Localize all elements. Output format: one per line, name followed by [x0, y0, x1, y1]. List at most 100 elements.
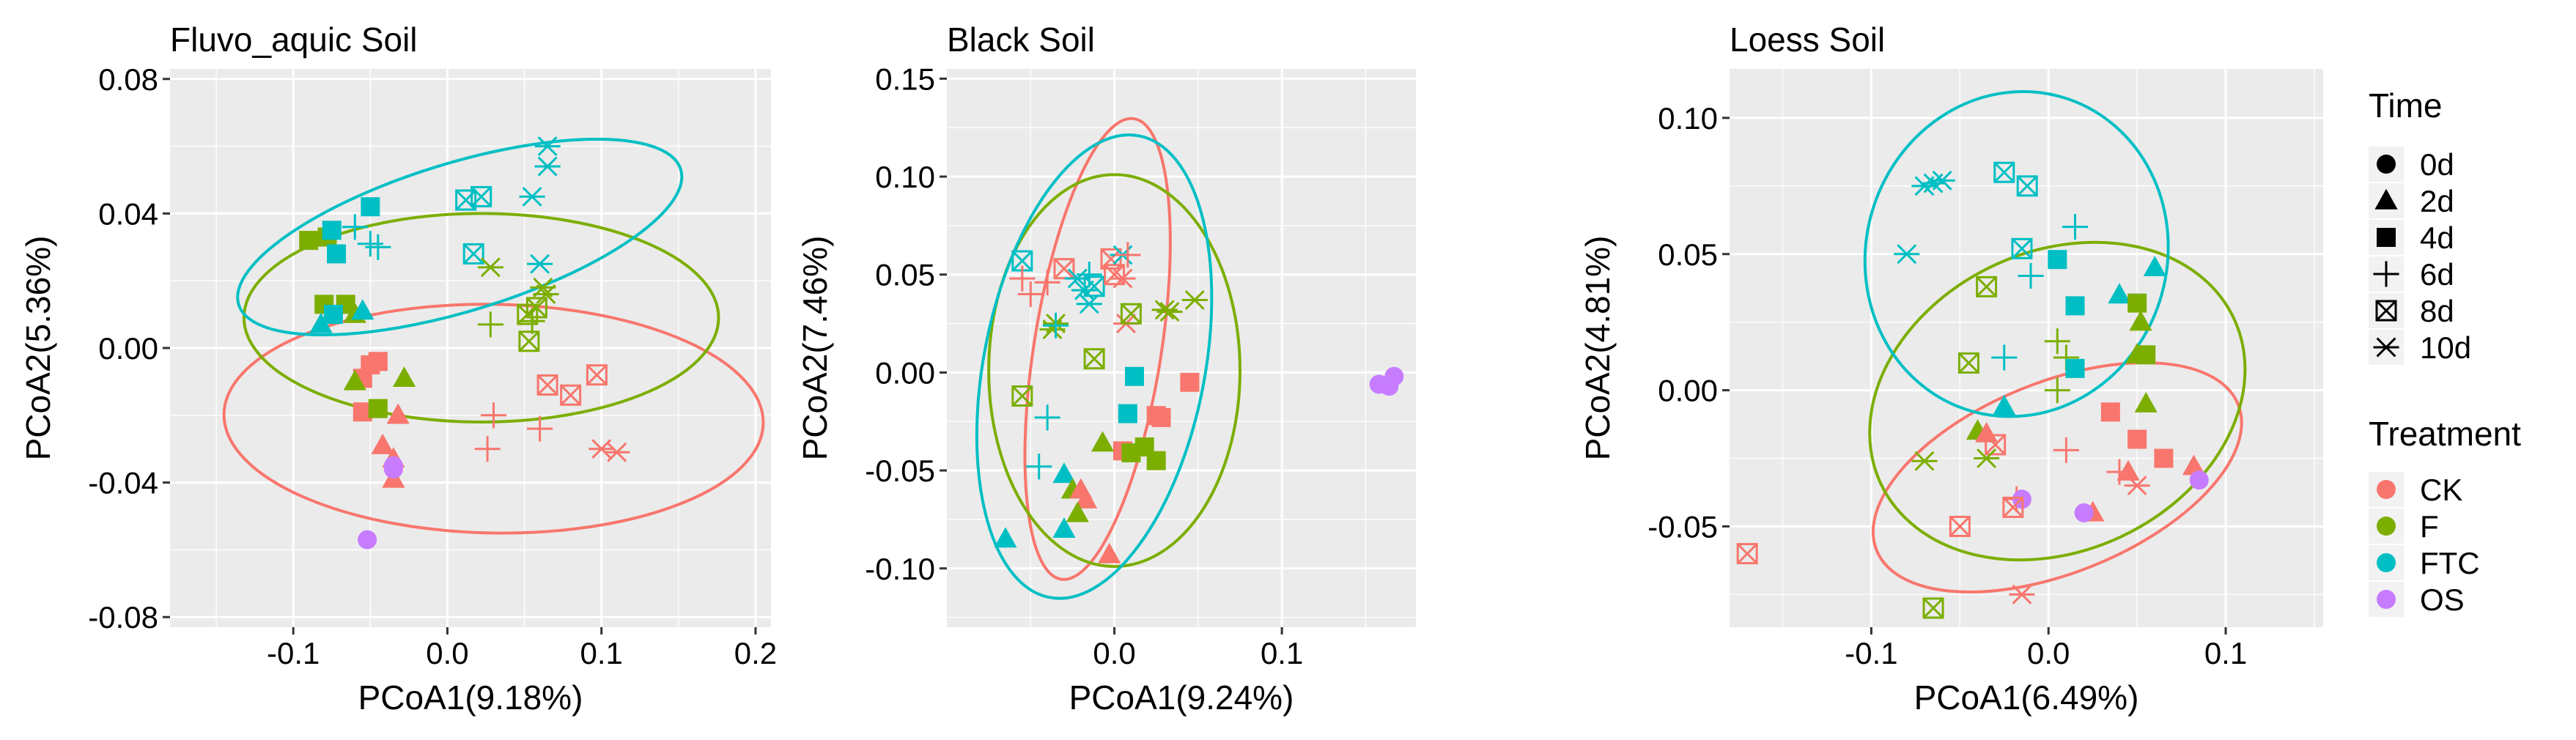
confidence-ellipses [222, 137, 765, 535]
point-f-10d [477, 257, 503, 278]
panel-fluvo-aquic-soil: -0.1 0.0 0.1 0.2 -0.08 -0.04 0.00 0.04 0.08 Fluvo… [19, 21, 777, 717]
x-tick-label: -0.1 [267, 636, 320, 670]
minor-grid [947, 69, 1416, 627]
point-f-8d [1011, 385, 1033, 407]
point-ftc-4d [2065, 296, 2085, 316]
point-f-10d [1039, 319, 1066, 340]
point-f-2d [2134, 391, 2158, 412]
point-f-10d [533, 284, 559, 305]
y-axis-label: PCoA2(5.36%) [19, 236, 57, 461]
confidence-ellipses [1863, 90, 2247, 594]
points [994, 242, 1404, 563]
point-f-2d [1066, 501, 1089, 522]
plot-background [947, 69, 1416, 627]
y-tick-label: -0.05 [1647, 509, 1718, 544]
y-tick-label: 0.10 [1658, 101, 1718, 136]
legend-dot-ck [2377, 480, 2396, 499]
point-ftc-10d [534, 136, 561, 157]
y-tick-label: -0.10 [865, 552, 935, 586]
legend-title-time: Time [2369, 86, 2443, 125]
point-f-4d [2136, 345, 2156, 365]
legend-shape-6d [2373, 261, 2399, 287]
panel-title: Fluvo_aquic Soil [170, 21, 418, 59]
x-tick-label: 0.1 [1261, 636, 1303, 670]
point-ftc-10d [1929, 170, 1955, 190]
point-ftc-4d [327, 244, 347, 264]
confidence-ellipses [975, 116, 1241, 600]
point-ftc-6d [2062, 214, 2089, 240]
point-ck-2d [1098, 542, 1121, 563]
point-ftc-8d [1993, 161, 2015, 183]
point-ftc-6d [2018, 262, 2044, 289]
point-f-10d [1181, 290, 1208, 310]
panel-black-soil: 0.0 0.1 -0.10 -0.05 0.00 0.05 0.10 0.15 Black So… [796, 21, 1416, 717]
points [299, 136, 630, 550]
point-ck-4d [2127, 429, 2147, 449]
point-ck-6d [2106, 459, 2133, 485]
y-tick-label: -0.05 [865, 454, 935, 488]
ellipse-ftc [1863, 90, 2170, 418]
point-f-6d [519, 308, 545, 334]
point-ck-2d [1974, 421, 1999, 443]
point-f-8d [518, 330, 540, 352]
point-ftc-6d [1026, 454, 1052, 480]
point-f-4d [299, 231, 319, 251]
point-ck-8d [1736, 543, 1758, 565]
point-ftc-8d [2011, 237, 2033, 259]
point-ck-6d [2053, 437, 2079, 463]
point-os-0d [2074, 503, 2094, 522]
point-ck-6d [527, 415, 553, 442]
point-ftc-8d [462, 243, 484, 264]
point-ftc-6d [1991, 344, 2018, 371]
point-ck-10d [2124, 476, 2150, 496]
y-axis-label: PCoA2(4.81%) [1579, 236, 1617, 461]
point-os-0d [2189, 470, 2209, 490]
legend-dot-ftc [2377, 553, 2396, 572]
point-f-8d [1976, 275, 1998, 297]
point-f-8d [1083, 348, 1105, 370]
point-ck-4d [1151, 407, 1171, 427]
point-ftc-4d [361, 197, 380, 217]
point-ftc-2d [2143, 256, 2166, 277]
point-ck-4d [1180, 372, 1200, 392]
point-f-6d [2044, 328, 2070, 355]
major-grid [947, 69, 1416, 627]
point-f-10d [1151, 300, 1178, 320]
point-ck-6d [480, 402, 507, 429]
points [1736, 161, 2209, 619]
y-tick-label: 0.00 [1658, 374, 1718, 408]
point-ftc-10d [1894, 244, 1920, 264]
point-ck-2d [1074, 487, 1098, 508]
point-ck-8d [536, 374, 558, 396]
y-tick-label: -0.04 [88, 466, 158, 500]
legend-label-time: 6d [2420, 257, 2454, 292]
major-grid [170, 69, 771, 627]
x-tick-label: 0.0 [2027, 636, 2070, 670]
point-ck-6d [1034, 269, 1060, 295]
legend-dot-f [2377, 517, 2396, 536]
y-axis-label: PCoA2(7.46%) [796, 236, 834, 461]
y-tick-label: 0.10 [875, 160, 935, 194]
point-ftc-4d [323, 305, 343, 325]
point-ftc-6d [1076, 262, 1102, 288]
point-os-0d [383, 459, 403, 479]
point-ftc-2d [351, 299, 374, 320]
point-ck-4d [2100, 402, 2120, 422]
ellipse-ftc [236, 137, 684, 337]
point-ftc-10d [527, 254, 553, 274]
x-tick-label: -0.1 [1845, 636, 1897, 670]
point-ftc-2d [1052, 462, 1076, 484]
point-ck-8d [560, 384, 582, 406]
point-ftc-2d [1052, 517, 1076, 539]
x-tick-label: 0.1 [580, 636, 623, 670]
x-axis-label: PCoA1(6.49%) [1914, 678, 2139, 717]
point-f-10d [1156, 302, 1183, 322]
point-f-8d [1957, 352, 1979, 374]
y-tick-label: 0.15 [875, 62, 935, 96]
legend-dot-os [2377, 590, 2396, 609]
point-ftc-6d [1043, 312, 1069, 338]
point-os-0d [1384, 366, 1404, 386]
point-ck-4d [368, 352, 388, 371]
ellipse-ck [1023, 116, 1172, 581]
